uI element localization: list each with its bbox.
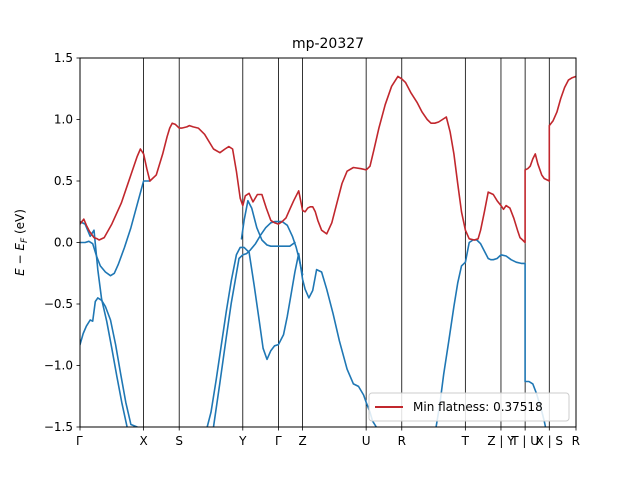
x-tick-label-11: X | S bbox=[536, 434, 564, 448]
legend-box bbox=[368, 392, 570, 422]
chart-title: mp-20327 bbox=[292, 36, 364, 52]
y-axis-label-sub: F bbox=[20, 237, 30, 243]
x-tick-label-4: Γ bbox=[275, 434, 282, 448]
y-tick-label-6: 1.5 bbox=[54, 51, 73, 65]
y-tick-label-4: 0.5 bbox=[54, 174, 73, 188]
y-tick-label-1: −1.0 bbox=[44, 359, 73, 373]
band-line-3 bbox=[206, 246, 378, 427]
band-line-5 bbox=[240, 199, 296, 247]
plot-frame bbox=[79, 57, 577, 428]
x-tick-label-9: Z | Y bbox=[487, 434, 515, 448]
x-tick-label-2: S bbox=[175, 434, 183, 448]
x-tick-label-8: T bbox=[461, 434, 470, 448]
band-lines bbox=[80, 75, 576, 427]
y-tick-label-5: 1.0 bbox=[54, 113, 73, 127]
legend-label: Min flatness: 0.37518 bbox=[413, 400, 543, 414]
x-tick-label-10: T | U bbox=[510, 434, 539, 448]
band-line-2 bbox=[80, 220, 128, 427]
x-tick-label-3: Y bbox=[238, 434, 247, 448]
y-axis-label-e: E bbox=[13, 268, 27, 276]
x-tick-label-6: U bbox=[362, 434, 371, 448]
band-line-1 bbox=[80, 297, 138, 427]
y-tick-label-2: −0.5 bbox=[44, 297, 73, 311]
y-axis-label: E − EF (eV) bbox=[13, 209, 30, 276]
y-axis-ticks: −1.5 −1.0 −0.5 0.0 0.5 1.0 1.5 bbox=[44, 51, 80, 434]
band-line-4 bbox=[212, 220, 304, 427]
band-line-6 bbox=[435, 239, 547, 427]
band-line-0 bbox=[80, 180, 151, 277]
x-tick-label-12: R bbox=[572, 434, 580, 448]
y-axis-label-e2: E bbox=[13, 243, 27, 251]
x-tick-label-5: Z bbox=[298, 434, 306, 448]
y-axis-label-minus: − bbox=[13, 251, 27, 269]
y-tick-label-0: −1.5 bbox=[44, 420, 73, 434]
x-axis-ticks: Γ X S Y Γ Z U R T Z | YT | UX | S R bbox=[76, 427, 580, 448]
legend: Min flatness: 0.37518 bbox=[368, 392, 570, 422]
x-tick-label-1: X bbox=[139, 434, 147, 448]
x-tick-label-7: R bbox=[398, 434, 406, 448]
y-axis-label-unit: (eV) bbox=[13, 209, 27, 238]
x-tick-label-0: Γ bbox=[76, 434, 83, 448]
y-tick-label-3: 0.0 bbox=[54, 236, 73, 250]
kpoint-separator-lines bbox=[79, 58, 577, 427]
min-flatness-band-line bbox=[80, 75, 576, 244]
